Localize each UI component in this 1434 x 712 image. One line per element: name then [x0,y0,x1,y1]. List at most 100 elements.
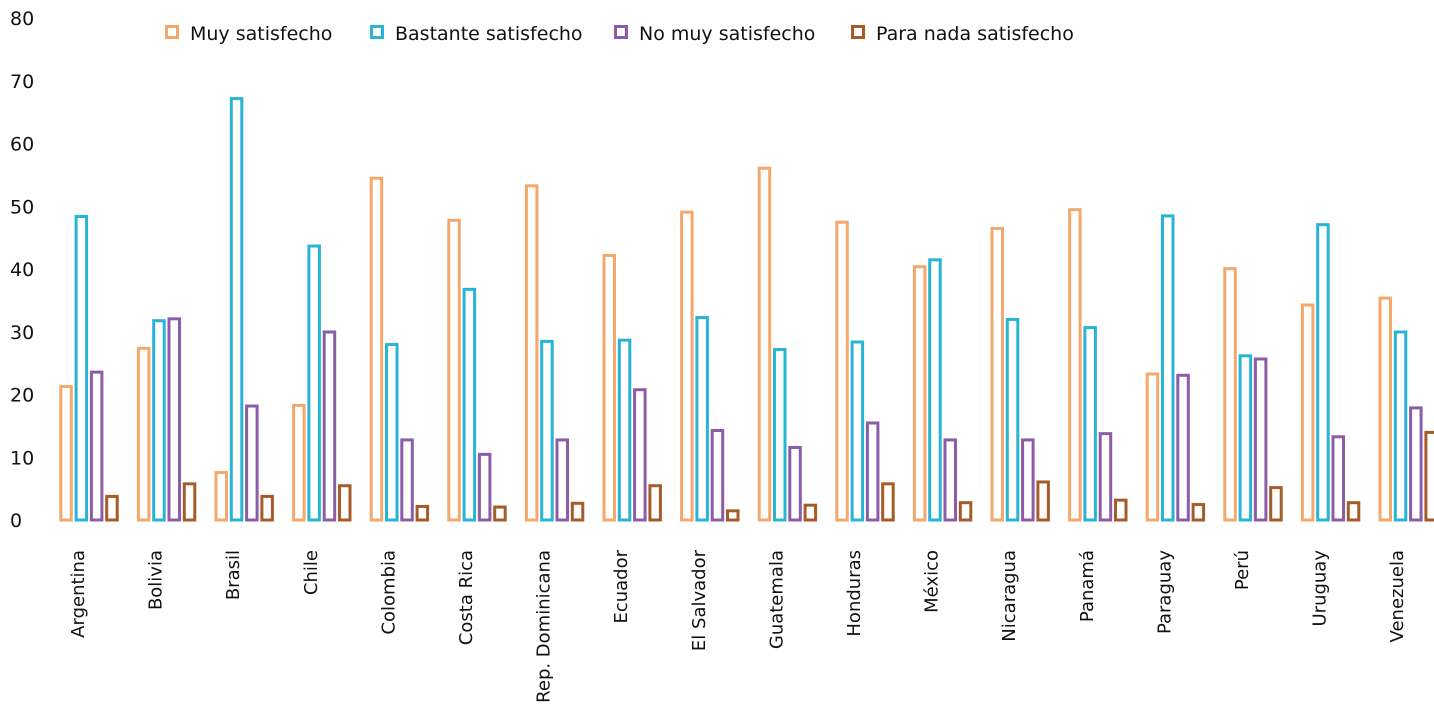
bar-no-muy-satisfecho [1098,432,1113,522]
bar-muy-satisfecho [292,403,306,522]
legend-swatch [851,25,865,39]
bar-muy-satisfecho [59,385,73,522]
legend: Muy satisfecho Bastante satisfecho No muy … [165,23,1074,45]
bar-para-nada-satisfecho [958,501,973,522]
bar-para-nada-satisfecho [182,482,197,522]
bar-para-nada-satisfecho [1424,430,1434,522]
bar-muy-satisfecho [1300,303,1315,522]
bar-bastante-satisfecho [74,215,89,522]
x-category-label: Bolivia [146,550,167,610]
bar-muy-satisfecho [1378,296,1392,522]
bar-para-nada-satisfecho [570,501,585,522]
bar-para-nada-satisfecho [648,484,662,522]
bar-bastante-satisfecho [773,348,787,522]
bar-muy-satisfecho [524,184,539,522]
x-category-label: Nicaragua [999,550,1020,642]
x-category-label: Honduras [844,550,865,637]
bar-bastante-satisfecho [1238,354,1253,522]
bar-bastante-satisfecho [695,316,709,522]
bar-para-nada-satisfecho [415,504,430,522]
legend-swatch [165,25,179,39]
bar-no-muy-satisfecho [477,452,492,522]
bar-muy-satisfecho [835,220,849,522]
bar-group-mexico [912,258,973,522]
bar-bastante-satisfecho [152,319,166,522]
y-tick-label: 30 [10,322,34,344]
bar-group-paraguay [1145,214,1206,522]
bar-bastante-satisfecho [1316,223,1330,522]
bar-muy-satisfecho [1145,372,1160,522]
bar-para-nada-satisfecho [1114,498,1128,522]
x-category-label: Panamá [1077,550,1098,622]
bar-no-muy-satisfecho [1176,373,1190,522]
bar-para-nada-satisfecho [881,482,895,522]
legend-swatch [614,25,628,39]
bar-no-muy-satisfecho [788,445,802,522]
x-category-label: Brasil [223,550,244,600]
bar-group-nicaragua [990,226,1050,522]
bar-group-honduras [835,220,895,522]
bar-no-muy-satisfecho [245,404,259,522]
legend-label: No muy satisfecho [639,23,815,45]
y-tick-label: 70 [10,71,34,93]
legend-label: Muy satisfecho [190,23,332,45]
y-tick-label: 80 [10,8,34,30]
bar-muy-satisfecho [990,226,1004,522]
bar-para-nada-satisfecho [105,494,119,522]
bar-group-panama [1068,208,1128,522]
legend-label: Bastante satisfecho [395,23,583,45]
bar-no-muy-satisfecho [710,429,725,522]
legend-swatch [370,25,384,39]
bar-bastante-satisfecho [850,340,865,522]
x-category-label: El Salvador [689,549,710,651]
bar-group-ecuador [602,253,662,522]
legend-item-para-nada-satisfecho: Para nada satisfecho [851,23,1074,45]
bar-no-muy-satisfecho [1253,357,1268,522]
x-category-label: Costa Rica [456,550,477,645]
bar-muy-satisfecho [602,253,616,522]
bar-group-rep-dominicana [524,184,585,522]
y-tick-label: 40 [10,259,34,281]
legend-item-no-muy-satisfecho: No muy satisfecho [614,23,815,45]
bar-muy-satisfecho [912,265,927,522]
y-axis: 0 10 20 30 40 50 60 70 80 [10,8,34,532]
bar-no-muy-satisfecho [167,317,181,522]
y-tick-label: 60 [10,134,34,156]
x-category-label: México [922,550,943,613]
bar-group-el-salvador [680,210,740,522]
bar-no-muy-satisfecho [633,388,647,522]
bar-bastante-satisfecho [928,258,942,522]
y-tick-label: 0 [10,510,22,532]
bar-para-nada-satisfecho [803,503,818,522]
x-category-label: Perú [1232,550,1253,590]
y-tick-label: 10 [10,447,34,469]
bar-bastante-satisfecho [307,244,321,522]
bar-muy-satisfecho [447,218,461,522]
bar-bastante-satisfecho [229,97,244,522]
bar-para-nada-satisfecho [338,484,352,522]
bar-group-costa-rica [447,218,507,522]
bar-para-nada-satisfecho [1036,480,1050,522]
y-tick-label: 50 [10,196,34,218]
bar-group-brasil [214,97,274,522]
bar-para-nada-satisfecho [1191,503,1206,522]
bar-para-nada-satisfecho [726,509,740,522]
bar-muy-satisfecho [369,176,384,522]
x-category-label: Uruguay [1310,550,1331,627]
bar-bastante-satisfecho [462,287,477,522]
bar-para-nada-satisfecho [260,494,274,522]
bar-group-peru [1223,267,1283,522]
x-category-label: Paraguay [1154,550,1175,634]
x-category-label: Guatemala [766,550,787,649]
bar-group-chile [292,244,352,522]
x-category-label: Ecuador [611,549,632,623]
bar-muy-satisfecho [1068,208,1082,522]
y-tick-label: 20 [10,385,34,407]
bar-no-muy-satisfecho [1331,435,1345,522]
bar-group-guatemala [757,166,818,522]
bar-group-bolivia [136,317,197,522]
x-category-label: Colombia [378,550,399,635]
bar-muy-satisfecho [214,471,228,522]
bar-para-nada-satisfecho [1269,486,1283,522]
